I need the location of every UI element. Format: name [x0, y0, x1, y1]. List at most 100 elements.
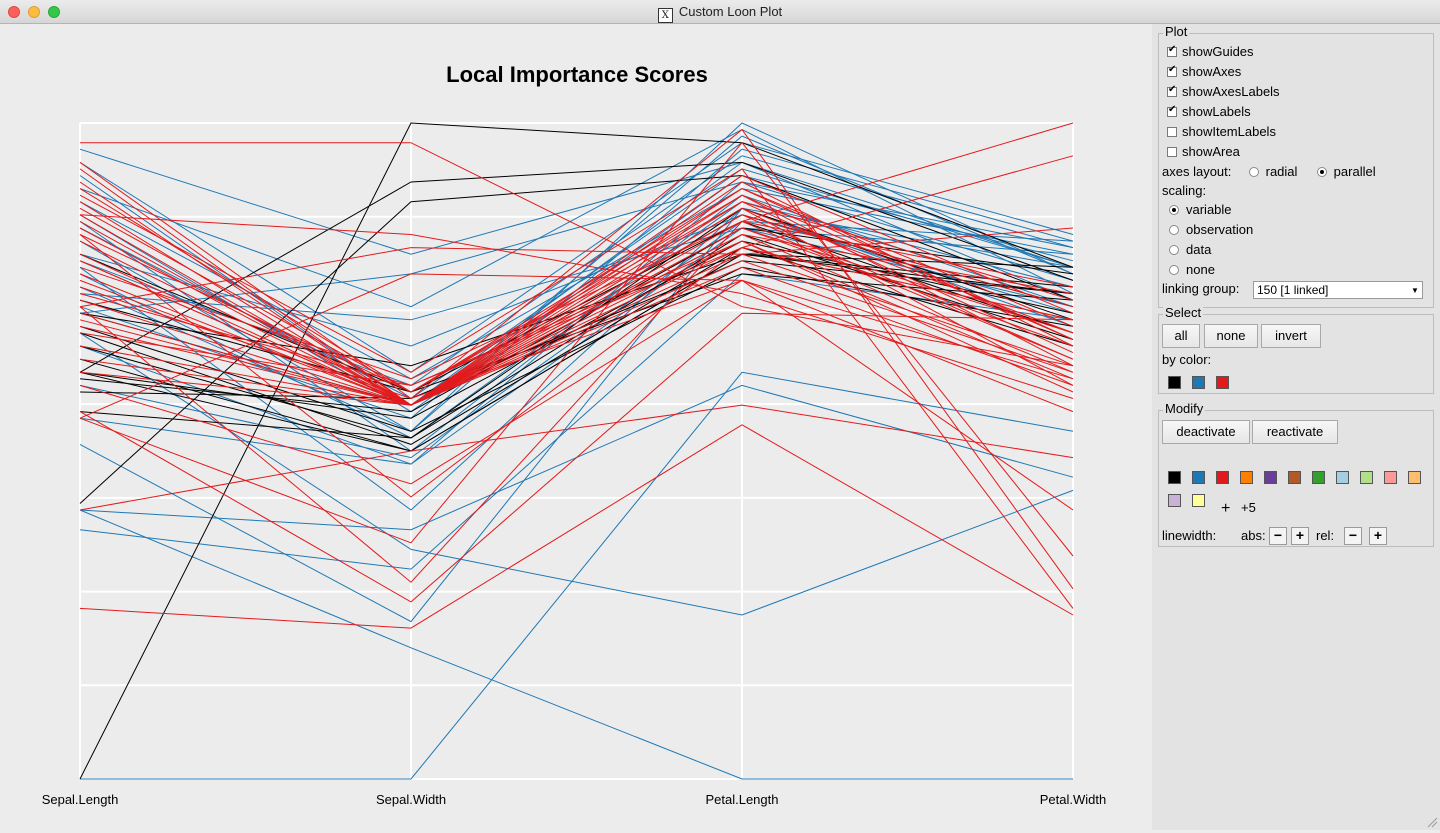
data-line-red[interactable]: [79, 214, 1074, 406]
showlabels-checkbox[interactable]: [1167, 104, 1177, 117]
modify-color-pink-swatch[interactable]: [1384, 471, 1397, 484]
data-line-red[interactable]: [79, 424, 1074, 629]
showitemlabels-option[interactable]: showItemLabels: [1167, 124, 1276, 139]
data-line-blue[interactable]: [79, 129, 1074, 308]
scaling-data-radio[interactable]: [1169, 245, 1179, 255]
radial-label[interactable]: radial: [1265, 164, 1298, 179]
plot-canvas[interactable]: Local Importance Scores Sepal.Length Sep…: [0, 24, 1152, 830]
linewidth-label: linewidth:: [1162, 528, 1217, 543]
scaling-variable-option[interactable]: variable: [1169, 202, 1232, 217]
more-colors-label[interactable]: +5: [1241, 500, 1256, 515]
data-line-blue[interactable]: [79, 509, 1073, 780]
showaxes-checkbox[interactable]: [1167, 64, 1177, 77]
modify-color-red-swatch[interactable]: [1216, 471, 1229, 484]
close-window-button[interactable]: [8, 6, 20, 18]
select-group: Select all none invert by color:: [1158, 305, 1434, 394]
modify-group: Modify deactivate reactivate + +5 linewi…: [1158, 401, 1434, 547]
data-line-red[interactable]: [79, 279, 1074, 511]
data-line-red[interactable]: [79, 188, 1074, 393]
abs-decrease-button[interactable]: −: [1269, 527, 1287, 545]
select-color-red-swatch[interactable]: [1216, 376, 1229, 389]
showlabels-option[interactable]: showLabels: [1167, 104, 1251, 119]
select-group-title: Select: [1163, 305, 1204, 320]
chevron-down-icon[interactable]: ▼: [1411, 286, 1419, 295]
showaxeslabels-option[interactable]: showAxesLabels: [1167, 84, 1280, 99]
window-titlebar: X Custom Loon Plot: [0, 0, 1440, 24]
data-line-red[interactable]: [79, 312, 1074, 603]
modify-color-light-green-swatch[interactable]: [1360, 471, 1373, 484]
modify-color-green-swatch[interactable]: [1312, 471, 1325, 484]
data-line-black[interactable]: [79, 122, 1074, 780]
showitemlabels-checkbox[interactable]: [1167, 127, 1177, 137]
showaxes-option[interactable]: showAxes: [1167, 64, 1241, 79]
modify-color-lavender-swatch[interactable]: [1168, 494, 1181, 507]
showguides-option[interactable]: showGuides: [1167, 44, 1254, 59]
showaxeslabels-checkbox[interactable]: [1167, 84, 1177, 97]
data-line-blue[interactable]: [79, 161, 1074, 406]
data-line-red[interactable]: [79, 201, 1074, 393]
modify-color-light-blue-swatch[interactable]: [1336, 471, 1349, 484]
axis-label-sepal-length: Sepal.Length: [42, 792, 119, 807]
plot-title: Local Importance Scores: [446, 62, 708, 87]
radial-radio[interactable]: [1248, 167, 1259, 177]
reactivate-button[interactable]: reactivate: [1252, 420, 1338, 444]
modify-color-brown-swatch[interactable]: [1288, 471, 1301, 484]
modify-color-light-yellow-swatch[interactable]: [1192, 494, 1205, 507]
data-line-blue[interactable]: [79, 148, 1074, 268]
data-line-red[interactable]: [80, 142, 1074, 367]
data-line-black[interactable]: [79, 253, 1074, 452]
scaling-data-option[interactable]: data: [1169, 242, 1211, 257]
data-lines[interactable]: [79, 122, 1074, 780]
showguides-checkbox[interactable]: [1167, 44, 1177, 57]
showlabels-label: showLabels: [1182, 104, 1251, 119]
data-line-red[interactable]: [79, 214, 1074, 399]
scaling-none-option[interactable]: none: [1169, 262, 1215, 277]
data-line-red[interactable]: [79, 188, 1074, 393]
parallel-coordinates-plot[interactable]: Local Importance Scores Sepal.Length Sep…: [0, 24, 1152, 830]
select-none-button[interactable]: none: [1204, 324, 1258, 348]
modify-color-orange-swatch[interactable]: [1240, 471, 1253, 484]
data-line-red[interactable]: [79, 227, 1074, 308]
data-line-blue[interactable]: [79, 142, 1074, 373]
showarea-checkbox[interactable]: [1167, 147, 1177, 157]
data-line-red[interactable]: [79, 247, 1074, 386]
showarea-option[interactable]: showArea: [1167, 144, 1240, 159]
select-invert-button[interactable]: invert: [1261, 324, 1321, 348]
plot-grid: [79, 122, 1074, 780]
select-color-blue-swatch[interactable]: [1192, 376, 1205, 389]
abs-increase-button[interactable]: +: [1291, 527, 1309, 545]
data-line-red[interactable]: [79, 240, 1074, 386]
inspector-panel: Plot showGuides showAxes showAxesLabels …: [1152, 24, 1440, 830]
scaling-variable-radio[interactable]: [1169, 205, 1179, 215]
select-all-button[interactable]: all: [1162, 324, 1200, 348]
modify-color-black-swatch[interactable]: [1168, 471, 1181, 484]
axes-layout-label: axes layout:: [1162, 164, 1232, 179]
showarea-label: showArea: [1182, 144, 1240, 159]
data-line-blue[interactable]: [79, 273, 1074, 570]
scaling-observation-option[interactable]: observation: [1169, 222, 1253, 237]
linking-group-combobox[interactable]: 150 [1 linked] ▼: [1253, 281, 1423, 299]
data-line-red[interactable]: [79, 122, 1074, 583]
minimize-window-button[interactable]: [28, 6, 40, 18]
modify-color-light-orange-swatch[interactable]: [1408, 471, 1421, 484]
scaling-none-radio[interactable]: [1169, 265, 1179, 275]
add-color-icon[interactable]: +: [1221, 500, 1231, 517]
modify-color-blue-swatch[interactable]: [1192, 471, 1205, 484]
select-color-black-swatch[interactable]: [1168, 376, 1181, 389]
data-line-red[interactable]: [79, 404, 1074, 511]
parallel-radio[interactable]: [1316, 167, 1327, 177]
parallel-label[interactable]: parallel: [1333, 164, 1376, 179]
plot-group-title: Plot: [1163, 24, 1190, 39]
deactivate-button[interactable]: deactivate: [1162, 420, 1250, 444]
scaling-none-label: none: [1186, 262, 1215, 277]
data-line-blue[interactable]: [80, 371, 1074, 780]
data-line-red[interactable]: [79, 220, 1074, 380]
showaxeslabels-label: showAxesLabels: [1182, 84, 1280, 99]
scaling-observation-radio[interactable]: [1169, 225, 1179, 235]
maximize-window-button[interactable]: [48, 6, 60, 18]
data-line-red[interactable]: [79, 168, 1074, 609]
rel-increase-button[interactable]: +: [1369, 527, 1387, 545]
resize-grip-icon[interactable]: [1426, 816, 1438, 828]
modify-color-purple-swatch[interactable]: [1264, 471, 1277, 484]
rel-decrease-button[interactable]: −: [1344, 527, 1362, 545]
